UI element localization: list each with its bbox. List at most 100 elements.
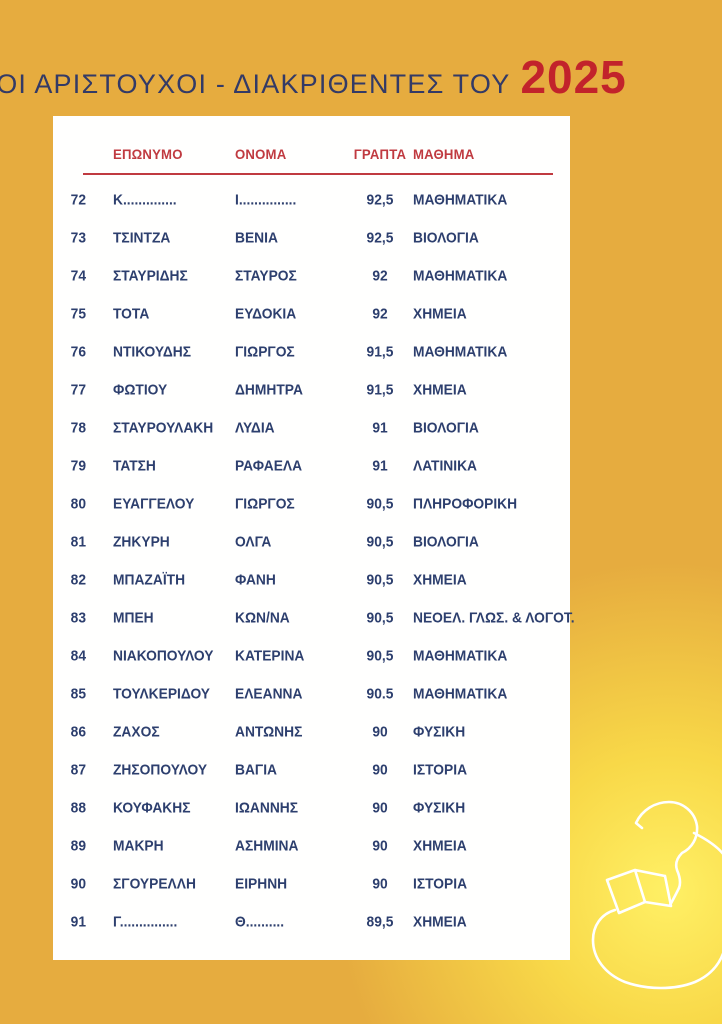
row-subject: ΙΣΤΟΡΙΑ	[413, 761, 468, 779]
table-row: 91 Γ............... Θ.......... 89,5 ΧΗΜ…	[53, 903, 570, 941]
row-subject: ΜΑΘΗΜΑΤΙΚΑ	[413, 191, 508, 209]
table-row: 89 ΜΑΚΡΗ ΑΣΗΜΙΝΑ 90 ΧΗΜΕΙΑ	[53, 827, 570, 865]
row-rank: 73	[70, 229, 86, 247]
column-header-subject: ΜΑΘΗΜΑ	[413, 146, 475, 162]
row-rank: 75	[70, 305, 86, 323]
row-surname: Γ...............	[113, 913, 178, 931]
row-rank: 77	[70, 381, 86, 399]
row-name: ΓΙΩΡΓΟΣ	[235, 495, 295, 513]
row-rank: 86	[70, 723, 86, 741]
table-row: 82 ΜΠΑΖΑΪΤΗ ΦΑΝΗ 90,5 ΧΗΜΕΙΑ	[53, 561, 570, 599]
table-row: 75 ΤΟΤΑ ΕΥΔΟΚΙΑ 92 ΧΗΜΕΙΑ	[53, 295, 570, 333]
row-score: 90.5	[366, 685, 394, 703]
row-name: ΕΥΔΟΚΙΑ	[235, 305, 297, 323]
row-surname: ΜΠΑΖΑΪΤΗ	[113, 571, 186, 589]
row-name: Ι...............	[235, 191, 297, 209]
table-row: 86 ΖΑΧΟΣ ΑΝΤΩΝΗΣ 90 ΦΥΣΙΚΗ	[53, 713, 570, 751]
row-surname: ΚΟΥΦΑΚΗΣ	[113, 799, 191, 817]
row-subject: ΒΙΟΛΟΓΙΑ	[413, 419, 479, 437]
row-subject: ΦΥΣΙΚΗ	[413, 723, 466, 741]
row-surname: ΖΗΚΥΡΗ	[113, 533, 170, 551]
table-header-row: ΕΠΩΝΥΜΟ ΟΝΟΜΑ ΓΡΑΠΤΑ ΜΑΘΗΜΑ	[53, 146, 570, 168]
row-rank: 76	[70, 343, 86, 361]
row-surname: ΤΟΤΑ	[113, 305, 150, 323]
row-name: ΑΝΤΩΝΗΣ	[235, 723, 303, 741]
row-score: 90	[372, 875, 388, 893]
row-name: ΙΩΑΝΝΗΣ	[235, 799, 299, 817]
row-name: ΕΛΕΑΝΝΑ	[235, 685, 303, 703]
row-score: 90	[372, 761, 388, 779]
row-score: 89,5	[366, 913, 394, 931]
row-subject: ΦΥΣΙΚΗ	[413, 799, 466, 817]
row-score: 91,5	[366, 343, 394, 361]
row-surname: ΜΑΚΡΗ	[113, 837, 164, 855]
table-row: 76 ΝΤΙΚΟΥΔΗΣ ΓΙΩΡΓΟΣ 91,5 ΜΑΘΗΜΑΤΙΚΑ	[53, 333, 570, 371]
row-name: ΒΕΝΙΑ	[235, 229, 278, 247]
row-rank: 79	[70, 457, 86, 475]
row-surname: ΤΟΥΛΚΕΡΙΔΟΥ	[113, 685, 211, 703]
figure-arm-outline	[668, 886, 681, 907]
column-header-name: ΟΝΟΜΑ	[235, 146, 287, 162]
row-surname: ΖΗΣΟΠΟΥΛΟΥ	[113, 761, 208, 779]
figure-legs-outline	[591, 908, 722, 990]
row-score: 90,5	[366, 571, 394, 589]
row-name: ΛΥΔΙΑ	[235, 419, 275, 437]
row-surname: ΣΤΑΥΡΟΥΛΑΚΗ	[113, 419, 214, 437]
row-rank: 88	[70, 799, 86, 817]
row-surname: ΖΑΧΟΣ	[113, 723, 160, 741]
table-row: 90 ΣΓΟΥΡΕΛΛΗ ΕΙΡΗΝΗ 90 ΙΣΤΟΡΙΑ	[53, 865, 570, 903]
figure-head-outline	[634, 800, 699, 890]
row-score: 90	[372, 723, 388, 741]
figure-book-outline	[605, 868, 673, 915]
row-subject: ΜΑΘΗΜΑΤΙΚΑ	[413, 647, 508, 665]
table-row: 87 ΖΗΣΟΠΟΥΛΟΥ ΒΑΓΙΑ 90 ΙΣΤΟΡΙΑ	[53, 751, 570, 789]
row-subject: ΛΑΤΙΝΙΚΑ	[413, 457, 478, 475]
row-score: 92	[372, 305, 388, 323]
row-subject: ΠΛΗΡΟΦΟΡΙΚΗ	[413, 495, 518, 513]
row-name: ΚΩΝ/ΝΑ	[235, 609, 290, 627]
row-surname: ΦΩΤΙΟΥ	[113, 381, 168, 399]
row-surname: ΜΠΕΗ	[113, 609, 154, 627]
row-score: 92	[372, 267, 388, 285]
row-rank: 87	[70, 761, 86, 779]
row-name: ΑΣΗΜΙΝΑ	[235, 837, 299, 855]
row-subject: ΒΙΟΛΟΓΙΑ	[413, 533, 479, 551]
row-rank: 78	[70, 419, 86, 437]
row-subject: ΧΗΜΕΙΑ	[413, 381, 467, 399]
row-score: 90,5	[366, 609, 394, 627]
row-score: 90	[372, 837, 388, 855]
row-rank: 84	[70, 647, 86, 665]
table-row: 77 ΦΩΤΙΟΥ ΔΗΜΗΤΡΑ 91,5 ΧΗΜΕΙΑ	[53, 371, 570, 409]
row-surname: ΤΣΙΝΤΖΑ	[113, 229, 171, 247]
row-surname: ΕΥΑΓΓΕΛΟΥ	[113, 495, 195, 513]
row-subject: ΜΑΘΗΜΑΤΙΚΑ	[413, 343, 508, 361]
row-score: 92,5	[366, 229, 394, 247]
row-score: 90,5	[366, 533, 394, 551]
row-rank: 90	[70, 875, 86, 893]
table-row: 81 ΖΗΚΥΡΗ ΟΛΓΑ 90,5 ΒΙΟΛΟΓΙΑ	[53, 523, 570, 561]
table-row: 84 ΝΙΑΚΟΠΟΥΛΟΥ ΚΑΤΕΡΙΝΑ 90,5 ΜΑΘΗΜΑΤΙΚΑ	[53, 637, 570, 675]
row-surname: ΝΙΑΚΟΠΟΥΛΟΥ	[113, 647, 214, 665]
row-score: 91,5	[366, 381, 394, 399]
row-rank: 82	[70, 571, 86, 589]
row-name: ΦΑΝΗ	[235, 571, 276, 589]
row-score: 91	[372, 419, 388, 437]
table-row: 72 Κ.............. Ι............... 92,5…	[53, 181, 570, 219]
row-name: ΡΑΦΑΕΛΑ	[235, 457, 303, 475]
reading-person-silhouette	[585, 782, 722, 997]
table-row: 88 ΚΟΥΦΑΚΗΣ ΙΩΑΝΝΗΣ 90 ΦΥΣΙΚΗ	[53, 789, 570, 827]
row-score: 90	[372, 799, 388, 817]
row-surname: ΤΑΤΣΗ	[113, 457, 156, 475]
table-row: 79 ΤΑΤΣΗ ΡΑΦΑΕΛΑ 91 ΛΑΤΙΝΙΚΑ	[53, 447, 570, 485]
row-subject: ΧΗΜΕΙΑ	[413, 913, 467, 931]
row-rank: 83	[70, 609, 86, 627]
table-row: 73 ΤΣΙΝΤΖΑ ΒΕΝΙΑ 92,5 ΒΙΟΛΟΓΙΑ	[53, 219, 570, 257]
row-surname: Κ..............	[113, 191, 177, 209]
column-header-surname: ΕΠΩΝΥΜΟ	[113, 146, 183, 162]
table-row: 83 ΜΠΕΗ ΚΩΝ/ΝΑ 90,5 ΝΕΟΕΛ. ΓΛΩΣ. & ΛΟΓΟΤ…	[53, 599, 575, 637]
row-rank: 81	[70, 533, 86, 551]
row-surname: ΣΤΑΥΡΙΔΗΣ	[113, 267, 188, 285]
figure-back-outline	[692, 831, 722, 855]
row-subject: ΜΑΘΗΜΑΤΙΚΑ	[413, 267, 508, 285]
row-rank: 91	[70, 913, 86, 931]
